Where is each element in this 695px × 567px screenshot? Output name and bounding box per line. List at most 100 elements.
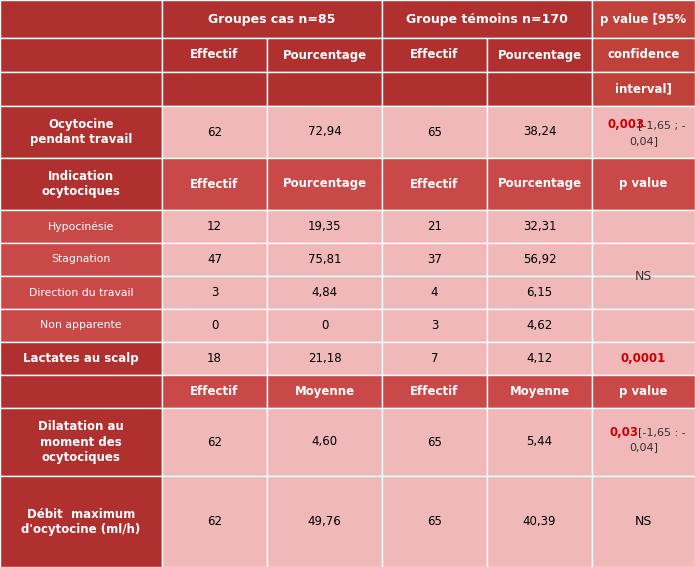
Bar [162, 0, 382, 38]
Bar [592, 210, 695, 243]
Text: 0,04]: 0,04] [629, 136, 658, 146]
Text: Direction du travail: Direction du travail [28, 287, 133, 298]
Text: Indication
ocytociques: Indication ocytociques [42, 170, 120, 198]
Bar [162, 38, 267, 72]
Bar [592, 309, 695, 342]
Text: 37: 37 [427, 253, 442, 266]
Text: 62: 62 [207, 515, 222, 528]
Bar [267, 210, 382, 243]
Bar [0, 0, 162, 38]
Text: Pourcentage: Pourcentage [498, 177, 582, 191]
Bar [0, 158, 162, 210]
Text: NS: NS [635, 515, 652, 528]
Text: 4: 4 [431, 286, 439, 299]
Bar [162, 243, 267, 276]
Text: 21: 21 [427, 220, 442, 233]
Bar [0, 38, 162, 72]
Bar [162, 309, 267, 342]
Text: 56,92: 56,92 [523, 253, 556, 266]
Bar [382, 243, 487, 276]
Text: p value: p value [619, 177, 668, 191]
Text: 5,44: 5,44 [526, 435, 553, 448]
Text: Groupes cas n=85: Groupes cas n=85 [208, 12, 336, 26]
Bar [382, 375, 487, 408]
Bar [487, 342, 592, 375]
Bar [0, 375, 162, 408]
Text: 0,03: 0,03 [609, 425, 638, 438]
Bar [0, 309, 162, 342]
Bar [162, 342, 267, 375]
Text: 3: 3 [211, 286, 218, 299]
Bar [592, 276, 695, 309]
Text: 75,81: 75,81 [308, 253, 341, 266]
Bar [267, 476, 382, 567]
Text: 65: 65 [427, 515, 442, 528]
Text: p value [95%: p value [95% [600, 12, 687, 26]
Bar [382, 476, 487, 567]
Text: 12: 12 [207, 220, 222, 233]
Bar [162, 72, 267, 106]
Bar [487, 408, 592, 476]
Bar [162, 375, 267, 408]
Bar [592, 72, 695, 106]
Bar [382, 408, 487, 476]
Bar [487, 38, 592, 72]
Text: Effectif: Effectif [190, 177, 238, 191]
Text: Effectif: Effectif [410, 177, 459, 191]
Bar [592, 375, 695, 408]
Bar [162, 106, 267, 158]
Bar [0, 106, 162, 158]
Bar [162, 210, 267, 243]
Text: 4,62: 4,62 [526, 319, 553, 332]
Bar [0, 342, 162, 375]
Bar [487, 476, 592, 567]
Text: 47: 47 [207, 253, 222, 266]
Text: [-1,65 ; -: [-1,65 ; - [638, 120, 685, 130]
Bar [0, 476, 162, 567]
Text: Pourcentage: Pourcentage [282, 177, 366, 191]
Text: 4,84: 4,84 [311, 286, 338, 299]
Bar [0, 408, 162, 476]
Bar [0, 210, 162, 243]
Text: 40,39: 40,39 [523, 515, 556, 528]
Bar [267, 309, 382, 342]
Text: 4,12: 4,12 [526, 352, 553, 365]
Bar [487, 243, 592, 276]
Text: 3: 3 [431, 319, 438, 332]
Bar [487, 309, 592, 342]
Text: 65: 65 [427, 435, 442, 448]
Text: NS: NS [635, 269, 652, 282]
Bar [382, 38, 487, 72]
Bar [0, 243, 162, 276]
Text: 0,04]: 0,04] [629, 442, 658, 452]
Bar [382, 158, 487, 210]
Bar [592, 408, 695, 476]
Text: 21,18: 21,18 [308, 352, 341, 365]
Bar [487, 276, 592, 309]
Bar [592, 342, 695, 375]
Bar [267, 158, 382, 210]
Text: Effectif: Effectif [410, 385, 459, 398]
Bar [487, 72, 592, 106]
Text: Hypocinésie: Hypocinésie [48, 221, 114, 232]
Bar [592, 243, 695, 276]
Bar [382, 72, 487, 106]
Text: Groupe témoins n=170: Groupe témoins n=170 [406, 12, 568, 26]
Text: 18: 18 [207, 352, 222, 365]
Bar [162, 408, 267, 476]
Bar [162, 276, 267, 309]
Bar [487, 158, 592, 210]
Bar [382, 210, 487, 243]
Text: 0,0001: 0,0001 [621, 352, 666, 365]
Text: 49,76: 49,76 [308, 515, 341, 528]
Text: Pourcentage: Pourcentage [282, 49, 366, 61]
Text: Effectif: Effectif [190, 49, 238, 61]
Bar [267, 38, 382, 72]
Bar [267, 375, 382, 408]
Bar [0, 276, 162, 309]
Bar [382, 342, 487, 375]
Text: 72,94: 72,94 [308, 125, 341, 138]
Bar [382, 0, 592, 38]
Text: Effectif: Effectif [190, 385, 238, 398]
Bar [382, 276, 487, 309]
